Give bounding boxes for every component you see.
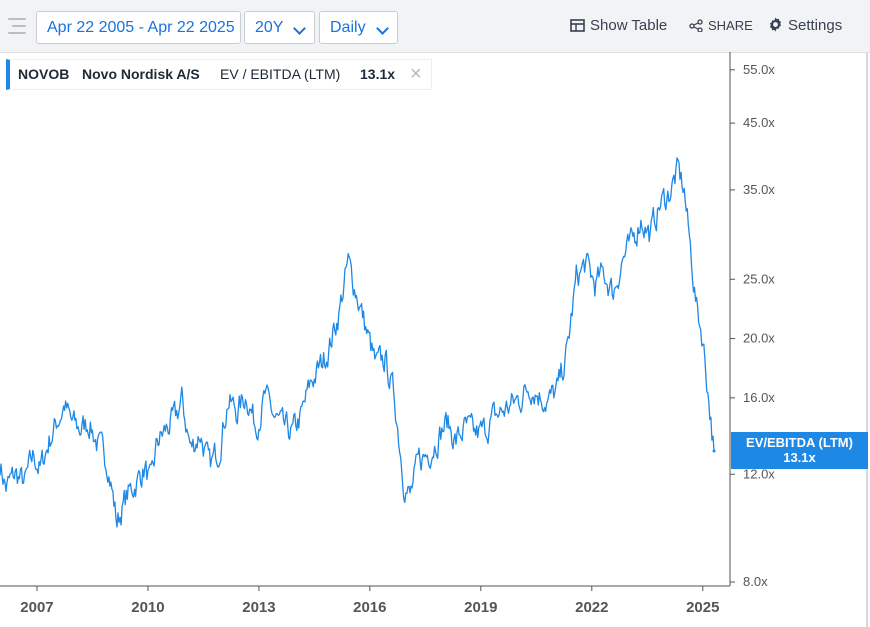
last-data-point — [712, 449, 716, 453]
period-select[interactable]: 20Y — [244, 11, 315, 44]
y-tick-label: 45.0x — [743, 115, 775, 130]
share-icon — [689, 19, 703, 32]
x-tick-label: 2007 — [20, 599, 53, 616]
series-legend: NOVOB Novo Nordisk A/S EV / EBITDA (LTM)… — [6, 59, 432, 90]
chevron-down-icon — [293, 22, 306, 35]
x-tick-label: 2010 — [131, 599, 164, 616]
y-tick-label: 55.0x — [743, 62, 775, 77]
frequency-select[interactable]: Daily — [319, 11, 398, 44]
x-tick-label: 2013 — [242, 599, 275, 616]
x-tick-label: 2025 — [686, 599, 719, 616]
y-tick-label: 25.0x — [743, 271, 775, 286]
chart-area: 55.0x 45.0x 35.0x 25.0x 20.0x 16.0x 12.0x 8.0x 2… — [0, 52, 775, 616]
badge-value: 13.1x — [783, 450, 816, 465]
legend-metric: EV / EBITDA (LTM) — [220, 66, 341, 82]
table-icon — [570, 19, 585, 32]
date-range-button[interactable]: Apr 22 2005 - Apr 22 2025 — [36, 11, 241, 44]
x-tick-label: 2016 — [353, 599, 386, 616]
x-tick-label: 2019 — [464, 599, 497, 616]
date-range-label: Apr 22 2005 - Apr 22 2025 — [47, 19, 235, 36]
show-table-button[interactable]: Show Table — [570, 17, 667, 35]
close-icon[interactable]: × — [410, 63, 422, 85]
panel-border — [866, 52, 868, 627]
last-value-badge: EV/EBITDA (LTM) 13.1x — [731, 432, 868, 469]
y-tick-label: 12.0x — [743, 466, 775, 481]
menu-icon[interactable] — [4, 16, 26, 36]
frequency-label: Daily — [330, 19, 366, 36]
show-table-label: Show Table — [590, 17, 668, 34]
chevron-down-icon — [376, 22, 389, 35]
series-line — [0, 157, 715, 528]
y-tick-label: 20.0x — [743, 331, 775, 346]
period-label: 20Y — [255, 19, 284, 36]
settings-button[interactable]: Settings — [768, 17, 842, 35]
y-tick-label: 16.0x — [743, 390, 775, 405]
y-tick-label: 35.0x — [743, 182, 775, 197]
x-tick-label: 2022 — [575, 599, 608, 616]
legend-value: 13.1x — [360, 66, 396, 82]
legend-company: Novo Nordisk A/S — [82, 66, 200, 82]
share-button[interactable]: SHARE — [689, 17, 753, 35]
gear-icon — [769, 17, 782, 32]
share-label: SHARE — [708, 18, 753, 33]
badge-label: EV/EBITDA (LTM) — [746, 435, 853, 450]
chart-toolbar: Apr 22 2005 - Apr 22 2025 20Y Daily Show… — [0, 0, 870, 53]
settings-label: Settings — [788, 17, 843, 34]
legend-ticker: NOVOB — [18, 66, 70, 82]
y-tick-label: 8.0x — [743, 574, 768, 589]
